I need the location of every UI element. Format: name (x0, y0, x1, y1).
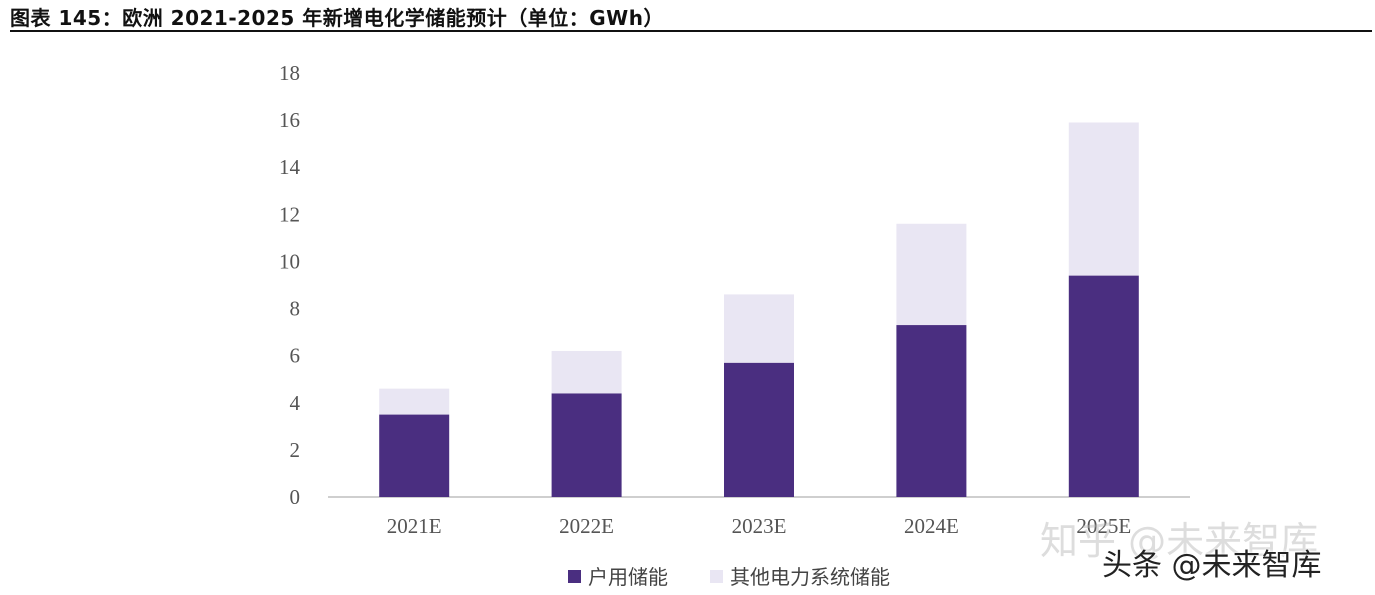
legend-label: 户用储能 (588, 565, 668, 589)
y-tick-label: 18 (279, 61, 300, 85)
bar-2022E-series-0 (551, 393, 622, 497)
bars (379, 122, 1139, 497)
bar-2024E-series-1 (896, 223, 967, 326)
watermark-bold: 头条 @未来智库 (1102, 548, 1322, 583)
x-axis-ticks: 2021E 2022E 2023E 2024E 2025E (387, 514, 1131, 538)
y-tick-label: 10 (279, 249, 300, 273)
bar-2024E-series-0 (896, 325, 967, 497)
watermark-faded: 知乎 @未来智库 (1040, 519, 1319, 563)
legend-swatch (568, 570, 581, 583)
x-tick-label: 2023E (732, 514, 787, 538)
y-tick-label: 16 (279, 108, 300, 132)
bar-2021E-series-1 (379, 388, 450, 415)
x-tick-label: 2022E (559, 514, 614, 538)
bar-2023E-series-1 (724, 294, 794, 363)
y-tick-label: 12 (279, 202, 300, 226)
y-tick-label: 4 (290, 391, 301, 415)
y-tick-label: 0 (290, 485, 301, 509)
bar-2025E-series-0 (1068, 275, 1139, 497)
bar-2023E-series-0 (724, 362, 794, 497)
legend: 户用储能 其他电力系统储能 (568, 565, 890, 589)
y-axis-ticks: 0 2 4 6 8 10 12 14 16 18 (279, 61, 301, 509)
x-tick-label: 2021E (387, 514, 442, 538)
y-tick-label: 2 (290, 438, 301, 462)
bar-2025E-series-1 (1068, 122, 1139, 276)
y-tick-label: 14 (279, 155, 301, 179)
y-tick-label: 8 (290, 297, 301, 321)
y-tick-label: 6 (290, 344, 301, 368)
legend-swatch (710, 570, 723, 583)
legend-label: 其他电力系统储能 (730, 565, 890, 589)
bar-2022E-series-1 (551, 350, 622, 394)
chart-title: 图表 145：欧洲 2021-2025 年新增电化学储能预计（单位：GWh） (10, 6, 664, 30)
x-tick-label: 2025E (1076, 514, 1131, 538)
title-rule (10, 30, 1372, 32)
bar-2021E-series-0 (379, 414, 450, 497)
x-tick-label: 2024E (904, 514, 959, 538)
